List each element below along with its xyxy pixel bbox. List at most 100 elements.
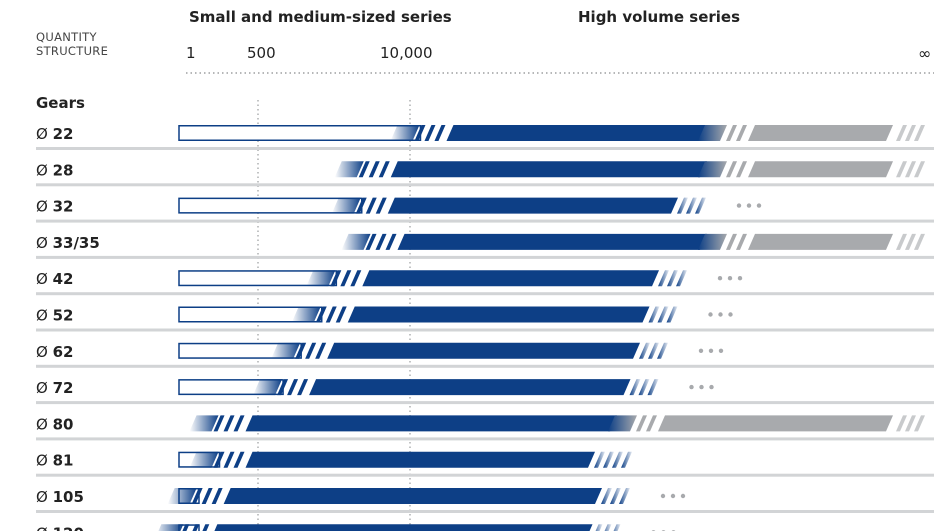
gear-row: Ø 28: [36, 161, 934, 187]
gear-row: Ø 80: [36, 415, 934, 441]
fade-stripes-stripe: [657, 342, 668, 359]
tail-stripes-stripe: [905, 415, 916, 432]
gear-label: Ø 28: [36, 161, 73, 179]
gray-continuation-bar: [748, 233, 893, 250]
lead-stripes-stripe: [211, 488, 223, 504]
fade-stripes: [594, 451, 632, 468]
lead-stripes-stripe: [287, 379, 299, 396]
lead-stripes: [315, 306, 347, 323]
diameter-symbol: Ø: [36, 198, 53, 216]
fade-stripes-stripe: [613, 524, 621, 531]
fade-stripes-stripe: [621, 451, 632, 468]
tail-stripes-stripe: [896, 161, 907, 178]
lead-stripes-stripe: [355, 197, 367, 214]
high-volume-bar: [387, 197, 678, 214]
tick-label-500: 500: [247, 44, 276, 62]
lead-stripes-stripe: [365, 197, 377, 214]
continuation-dots: [698, 348, 724, 353]
dot: [717, 276, 723, 281]
fade-stripes-stripe: [610, 488, 621, 504]
gear-diameter: 22: [53, 125, 74, 143]
small-series-outline-bar: [178, 125, 422, 141]
gear-row: Ø 42: [36, 270, 934, 296]
lead-stripes-stripe: [305, 342, 317, 359]
diameter-symbol: Ø: [36, 343, 53, 361]
continuation-dots: [736, 203, 762, 208]
dot: [680, 493, 686, 499]
diameter-symbol: Ø: [36, 415, 53, 433]
diameter-symbol: Ø: [36, 524, 53, 531]
gear-diameter: 32: [53, 198, 74, 216]
fade-stripes-stripe: [648, 342, 659, 359]
row-separator: [36, 183, 934, 187]
gear-row: Ø 32: [36, 197, 934, 223]
lead-stripes: [213, 415, 245, 432]
tail-stripes-stripe: [896, 415, 907, 432]
high-volume-bar: [245, 451, 595, 468]
dot: [746, 203, 752, 208]
lead-stripes-stripe: [414, 125, 426, 141]
dot: [660, 493, 666, 499]
fade-in-block: [331, 197, 361, 214]
gear-row: Ø 120: [36, 524, 676, 531]
gear-diameter: 80: [53, 415, 74, 433]
tail-stripes: [896, 161, 925, 178]
gear-row: Ø 105: [36, 488, 934, 513]
mid-stripes-stripe: [646, 415, 657, 432]
quantity-label-line2: STRUCTURE: [36, 44, 109, 58]
dot: [736, 203, 742, 208]
tick-label-infinity: ∞: [918, 44, 932, 63]
gear-label: Ø 22: [36, 125, 73, 143]
mid-stripes: [726, 125, 747, 141]
mid-stripes-stripe: [736, 161, 747, 178]
fade-stripes-stripe: [648, 306, 660, 323]
dot: [709, 384, 714, 390]
row-separator: [36, 328, 934, 332]
dot: [670, 493, 676, 499]
mid-stripes: [726, 161, 747, 178]
gear-row: Ø 33/35: [36, 233, 934, 259]
continuation-dots: [717, 276, 743, 281]
continuation-dots: [689, 384, 714, 390]
diameter-symbol: Ø: [36, 488, 53, 506]
gear-row: Ø 72: [36, 379, 934, 405]
fade-in-block: [306, 270, 336, 287]
fade-stripes-stripe: [629, 379, 641, 396]
tick-label-10000: 10,000: [380, 44, 433, 62]
tail-stripes-stripe: [914, 161, 925, 178]
fade-stripes: [648, 306, 678, 323]
tail-stripes-stripe: [896, 125, 907, 141]
gear-diameter: 72: [53, 379, 74, 397]
lead-stripes: [213, 451, 245, 468]
fade-stripes-stripe: [666, 306, 678, 323]
lead-stripes-stripe: [350, 270, 362, 287]
mid-stripes: [636, 415, 657, 432]
lead-stripes-stripe: [315, 306, 327, 323]
fade-stripes-stripe: [667, 270, 678, 287]
high-volume-bar: [362, 270, 659, 287]
gear-diameter: 62: [53, 343, 74, 361]
fade-stripes-stripe: [595, 524, 603, 531]
fade-in-block: [158, 524, 184, 531]
fade-stripes-stripe: [639, 342, 650, 359]
fade-stripes-stripe: [604, 524, 612, 531]
high-volume-bar: [214, 524, 593, 531]
tail-stripes-stripe: [905, 125, 916, 141]
row-separator: [36, 147, 934, 150]
fade-in-block: [271, 342, 301, 359]
tail-stripes-stripe: [905, 161, 916, 178]
lead-stripes-stripe: [378, 161, 390, 178]
diameter-symbol: Ø: [36, 452, 53, 470]
high-volume-series-header: High volume series: [578, 8, 741, 26]
fade-stripes: [639, 342, 668, 359]
gear-diameter: 52: [53, 307, 74, 325]
lead-stripes-stripe: [233, 415, 245, 432]
dot: [708, 348, 714, 353]
gear-diameter: 105: [53, 488, 84, 506]
fade-stripes-stripe: [638, 379, 650, 396]
gear-row: Ø 81: [36, 451, 934, 477]
row-separator: [36, 510, 934, 513]
quantity-label-line1: QUANTITY: [36, 30, 97, 44]
lead-stripes: [277, 379, 309, 396]
